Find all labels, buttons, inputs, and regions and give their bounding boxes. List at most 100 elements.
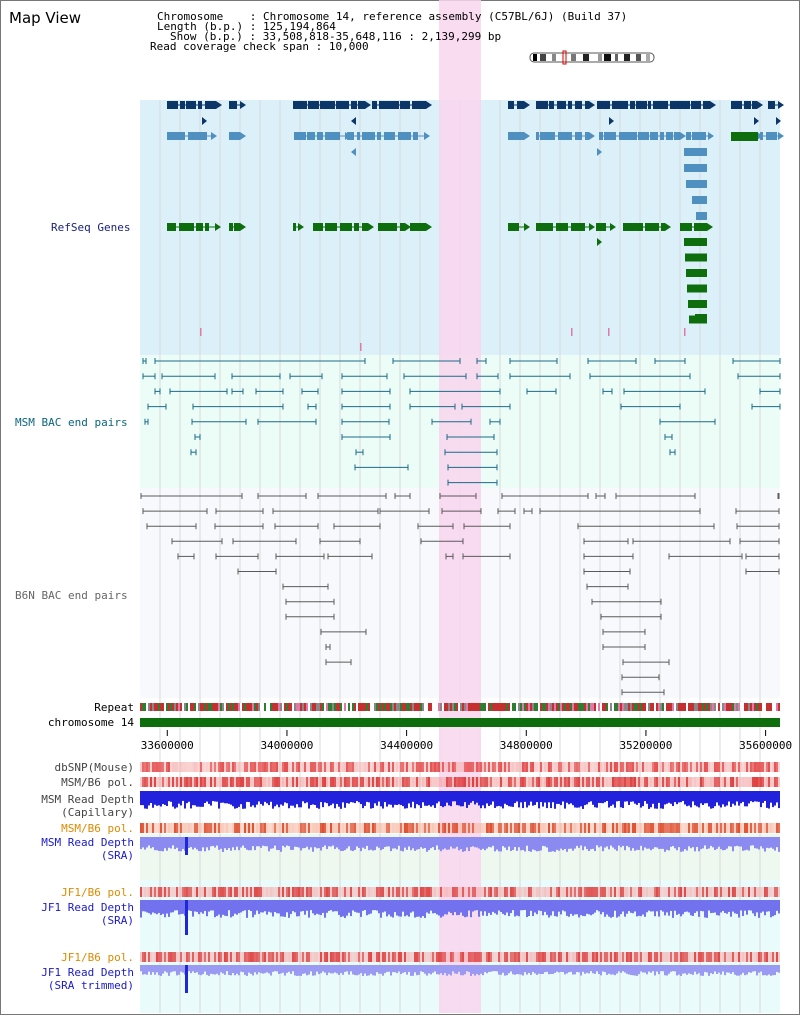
repeat-element <box>262 703 264 711</box>
read-depth-bar <box>576 791 578 808</box>
read-depth-bar <box>260 837 262 848</box>
polymorphism-cell <box>444 823 446 833</box>
axis-tick-label: 35600000 <box>739 739 792 752</box>
read-depth-bar <box>230 900 232 918</box>
read-depth-bar <box>150 837 152 849</box>
ideogram-band <box>646 54 650 61</box>
polymorphism-cell <box>756 823 758 833</box>
polymorphism-cell <box>182 762 184 772</box>
polymorphism-cell <box>194 887 196 897</box>
polymorphism-cell <box>442 823 444 833</box>
read-depth-bar <box>240 837 242 848</box>
polymorphism-cell <box>244 777 246 787</box>
read-depth-bar <box>310 791 312 806</box>
track-label-b6n-bac[interactable]: B6N BAC end pairs <box>15 589 128 602</box>
polymorphism-cell <box>358 887 360 897</box>
polymorphism-cell <box>476 887 478 897</box>
polymorphism-cell <box>208 823 210 833</box>
read-depth-bar <box>166 900 168 914</box>
polymorphism-cell <box>392 777 394 787</box>
polymorphism-cell <box>286 777 288 787</box>
repeat-element <box>226 703 228 711</box>
track-label-msm-bac[interactable]: MSM BAC end pairs <box>15 416 128 429</box>
read-depth-bar <box>470 791 472 803</box>
read-depth-bar <box>718 965 720 973</box>
polymorphism-cell <box>676 777 678 787</box>
polymorphism-cell <box>758 762 760 772</box>
polymorphism-cell <box>150 887 152 897</box>
read-depth-bar <box>350 900 352 917</box>
polymorphism-cell <box>456 952 458 962</box>
polymorphism-cell <box>408 777 410 787</box>
polymorphism-cell <box>578 762 580 772</box>
repeat-element <box>698 703 700 711</box>
polymorphism-cell <box>674 762 676 772</box>
polymorphism-cell <box>156 777 158 787</box>
polymorphism-cell <box>724 887 726 897</box>
read-depth-bar <box>546 900 548 915</box>
polymorphism-cell <box>264 887 266 897</box>
polymorphism-cell <box>572 887 574 897</box>
polymorphism-cell <box>458 762 460 772</box>
polymorphism-cell <box>738 952 740 962</box>
read-depth-bar <box>442 900 444 917</box>
read-depth-bar <box>486 900 488 916</box>
polymorphism-cell <box>162 823 164 833</box>
polymorphism-cell <box>558 777 560 787</box>
polymorphism-cell <box>454 952 456 962</box>
repeat-element <box>532 703 534 711</box>
polymorphism-cell <box>622 952 624 962</box>
track-label-refseq[interactable]: RefSeq Genes <box>51 221 131 234</box>
polymorphism-cell <box>686 952 688 962</box>
polymorphism-cell <box>706 777 708 787</box>
read-depth-bar <box>732 837 734 852</box>
polymorphism-cell <box>368 887 370 897</box>
polymorphism-cell <box>778 887 780 897</box>
repeat-element <box>624 703 626 711</box>
polymorphism-cell <box>756 952 758 962</box>
polymorphism-cell <box>404 887 406 897</box>
read-depth-bar <box>184 791 186 809</box>
repeat-element <box>400 703 402 711</box>
read-depth-bar <box>206 791 208 802</box>
read-depth-bar <box>310 900 312 911</box>
polymorphism-cell <box>754 952 756 962</box>
polymorphism-cell <box>486 952 488 962</box>
polymorphism-cell <box>332 823 334 833</box>
read-depth-bar <box>218 965 220 976</box>
read-depth-bar <box>462 900 464 916</box>
polymorphism-cell <box>468 777 470 787</box>
polymorphism-cell <box>226 887 228 897</box>
polymorphism-cell <box>166 887 168 897</box>
polymorphism-cell <box>698 777 700 787</box>
polymorphism-cell <box>390 777 392 787</box>
polymorphism-cell <box>746 762 748 772</box>
read-depth-bar <box>286 837 288 846</box>
polymorphism-cell <box>684 952 686 962</box>
polymorphism-cell <box>312 762 314 772</box>
read-depth-bar <box>684 965 686 974</box>
read-depth-bar <box>392 900 394 918</box>
repeat-element <box>422 703 424 711</box>
polymorphism-cell <box>774 887 776 897</box>
read-depth-bar <box>340 837 342 851</box>
read-depth-bar <box>244 965 246 975</box>
polymorphism-cell <box>642 823 644 833</box>
polymorphism-cell <box>252 823 254 833</box>
read-depth-bar <box>718 837 720 847</box>
track-label-jf1-depth-sra: JF1 Read Depth <box>41 901 134 914</box>
repeat-element <box>388 703 390 711</box>
read-depth-bar <box>314 791 316 805</box>
read-depth-bar <box>528 837 530 852</box>
polymorphism-cell <box>600 887 602 897</box>
read-depth-bar <box>252 965 254 976</box>
polymorphism-cell <box>168 762 170 772</box>
read-depth-bar <box>748 837 750 851</box>
read-depth-bar <box>648 900 650 911</box>
read-depth-bar <box>410 965 412 976</box>
polymorphism-cell <box>768 823 770 833</box>
read-depth-bar <box>758 837 760 850</box>
read-depth-bar <box>454 900 456 913</box>
read-depth-bar <box>668 791 670 803</box>
polymorphism-cell <box>246 823 248 833</box>
